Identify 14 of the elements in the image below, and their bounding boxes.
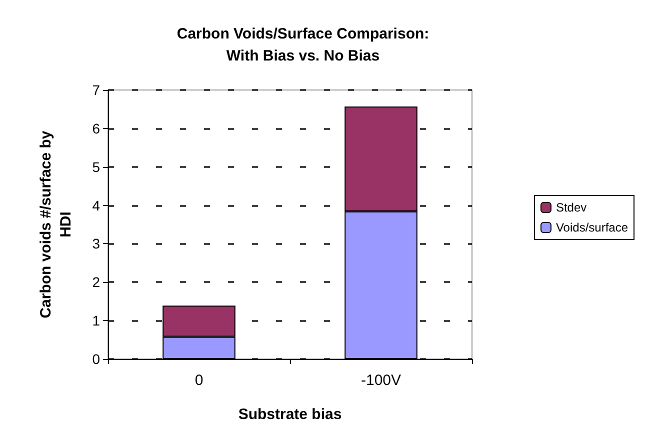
y-tick-label: 5 (92, 158, 100, 175)
legend-label: Stdev (556, 200, 587, 214)
x-axis-title: Substrate bias (238, 406, 342, 423)
y-tick-label: 4 (92, 197, 100, 214)
y-tick-label: 0 (92, 351, 100, 367)
y-tick-label: 6 (92, 120, 100, 136)
y-tick-label: 7 (92, 82, 100, 98)
y-tick-label: 3 (92, 236, 100, 252)
legend-label: Voids/surface (556, 220, 628, 234)
y-tick-label: 1 (92, 312, 100, 329)
y-axis-title: Carbon voids #/surface by HDI (38, 130, 74, 318)
chart-title: Carbon Voids/Surface Comparison: With Bias vs. No Bias (176, 26, 430, 64)
y-tick-label: 2 (92, 274, 100, 290)
x-tick-label: -100V (360, 372, 402, 389)
